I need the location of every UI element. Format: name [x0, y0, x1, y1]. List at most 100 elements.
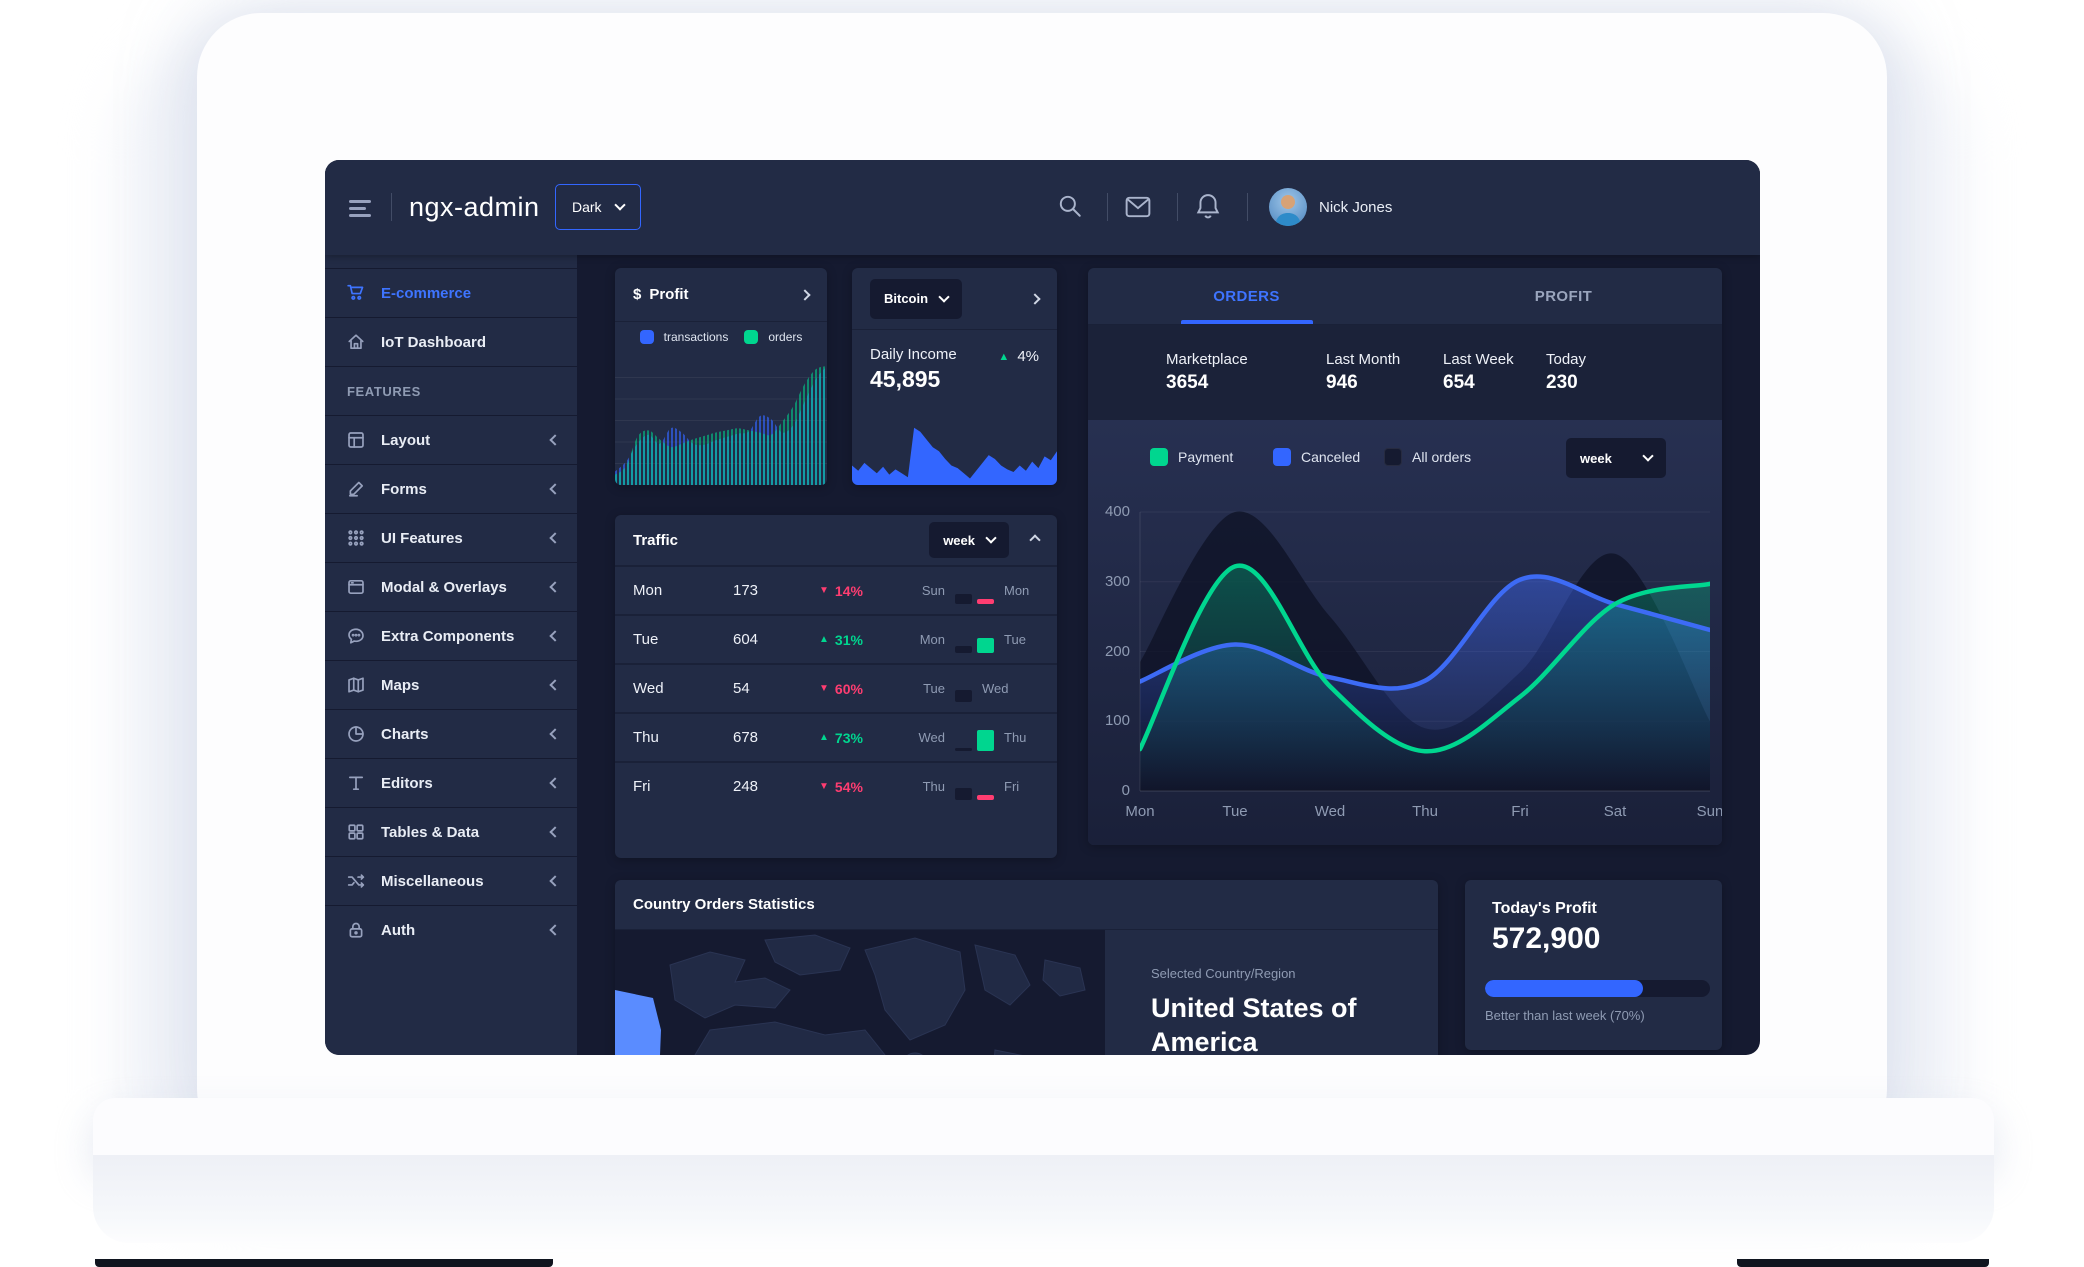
traffic-compare-bars: [955, 725, 994, 751]
traffic-row[interactable]: Mon 173 ▼ 14% Sun Mon: [615, 565, 1057, 614]
orders-chart: [1139, 511, 1710, 792]
collapse-icon[interactable]: [1029, 534, 1041, 546]
traffic-day: Wed: [633, 680, 664, 697]
traffic-period-select[interactable]: week: [929, 522, 1009, 558]
dots-grid-icon: [348, 530, 364, 546]
arrow-down-icon: ▼: [819, 585, 829, 596]
sidebar-item-layout[interactable]: Layout: [325, 415, 577, 464]
sidebar-item-forms[interactable]: Forms: [325, 464, 577, 513]
legend-transactions[interactable]: transactions: [639, 330, 728, 344]
traffic-cur-label: Fri: [1004, 779, 1020, 794]
sidebar-item-ecommerce[interactable]: E-commerce: [325, 268, 577, 317]
screen: ngx-admin Dark: [325, 160, 1760, 1055]
traffic-day: Mon: [633, 582, 663, 599]
stat-value: 654: [1443, 372, 1475, 393]
traffic-delta: ▲ 31%: [819, 631, 863, 648]
legend-chip-transactions: [639, 330, 654, 344]
pencil-icon: [348, 481, 364, 497]
grid-icon: [348, 824, 364, 840]
profit-card: $ Profit transactions orders: [615, 268, 827, 485]
selected-country-region: [615, 990, 661, 1055]
search-icon[interactable]: [1057, 193, 1083, 219]
theme-select[interactable]: Dark: [555, 184, 641, 230]
traffic-delta: ▼ 60%: [819, 680, 863, 697]
legend-payment[interactable]: Payment: [1150, 448, 1233, 466]
layout-icon: [348, 432, 364, 448]
sidebar-item-maps[interactable]: Maps: [325, 660, 577, 709]
sidebar-item-label: Extra Components: [381, 627, 515, 645]
menu-icon[interactable]: [349, 196, 371, 221]
profit-legend: transactions orders: [615, 330, 827, 344]
traffic-row[interactable]: Fri 248 ▼ 54% Thu Fri: [615, 761, 1057, 810]
delta-value: 4%: [1017, 348, 1039, 365]
chevron-left-icon: [549, 826, 561, 838]
y-tick: 300: [1104, 573, 1130, 590]
orders-period-select[interactable]: week: [1566, 438, 1666, 478]
traffic-value: 54: [733, 680, 750, 697]
traffic-cur-label: Tue: [1004, 632, 1026, 647]
world-map[interactable]: [615, 930, 1105, 1055]
legend-all-orders[interactable]: All orders: [1384, 448, 1471, 466]
stat-label: Marketplace: [1166, 351, 1248, 368]
sidebar-item-tables-data[interactable]: Tables & Data: [325, 807, 577, 856]
mail-icon[interactable]: [1125, 195, 1151, 219]
laptop-base-front: [93, 1155, 1994, 1243]
y-tick: 100: [1104, 712, 1130, 729]
traffic-row[interactable]: Tue 604 ▲ 31% Mon Tue: [615, 614, 1057, 663]
chevron-left-icon: [549, 875, 561, 887]
sidebar-item-editors[interactable]: Editors: [325, 758, 577, 807]
header-divider: [1107, 193, 1108, 221]
sidebar-item-miscellaneous[interactable]: Miscellaneous: [325, 856, 577, 905]
sidebar-item-label: UI Features: [381, 529, 463, 547]
traffic-compare-bars: [955, 578, 994, 604]
period-value: week: [943, 532, 975, 548]
bitcoin-card-header: Bitcoin: [852, 268, 1057, 330]
traffic-row[interactable]: Thu 678 ▲ 73% Wed Thu: [615, 712, 1057, 761]
traffic-row[interactable]: Wed 54 ▼ 60% Tue Wed: [615, 663, 1057, 712]
text-icon: [348, 776, 364, 791]
stat-label: Last Week: [1443, 351, 1514, 368]
legend-label: All orders: [1412, 449, 1472, 465]
bell-icon[interactable]: [1195, 193, 1221, 221]
sidebar-item-modal-overlays[interactable]: Modal & Overlays: [325, 562, 577, 611]
legend-label: Payment: [1178, 449, 1234, 465]
chevron-right-icon[interactable]: [1029, 292, 1041, 305]
bitcoin-mini-chart: [852, 427, 1057, 485]
chevron-left-icon: [549, 630, 561, 642]
laptop-foot-left: [95, 1259, 553, 1267]
x-tick: Thu: [1412, 803, 1438, 820]
legend-canceled[interactable]: Canceled: [1273, 448, 1360, 466]
sidebar-item-label: Tables & Data: [381, 823, 480, 841]
sidebar-item-auth[interactable]: Auth: [325, 905, 577, 954]
sidebar-item-extra-components[interactable]: Extra Components: [325, 611, 577, 660]
legend-chip-payment: [1150, 448, 1168, 466]
avatar[interactable]: [1269, 188, 1307, 226]
theme-select-value: Dark: [572, 199, 602, 215]
sidebar-item-charts[interactable]: Charts: [325, 709, 577, 758]
prev-bar: [955, 747, 972, 751]
tab-profit[interactable]: PROFIT: [1534, 287, 1593, 305]
orders-stats: Marketplace 3654 Last Month 946 Last Wee…: [1088, 325, 1722, 420]
user-name[interactable]: Nick Jones: [1319, 199, 1393, 216]
traffic-cur-label: Mon: [1004, 583, 1030, 598]
world-map-svg: [615, 934, 1086, 1055]
stat-value: 3654: [1166, 372, 1209, 393]
traffic-value: 678: [733, 729, 759, 746]
traffic-card: Traffic week Mon 173 ▼ 14% Sun Mon Tue 604 ▲ 31% M…: [615, 515, 1057, 858]
traffic-prev-label: Wed: [918, 730, 946, 745]
traffic-prev-label: Tue: [923, 681, 945, 696]
chat-bubble-icon: [348, 628, 364, 644]
currency-select[interactable]: Bitcoin: [870, 278, 963, 319]
header-divider: [1247, 193, 1248, 221]
legend-orders[interactable]: orders: [744, 330, 802, 344]
sidebar-item-ui-features[interactable]: UI Features: [325, 513, 577, 562]
chevron-left-icon: [549, 777, 561, 789]
chevron-left-icon: [549, 434, 561, 446]
prev-bar: [955, 689, 972, 702]
sidebar-item-iot-dashboard[interactable]: IoT Dashboard: [325, 317, 577, 366]
chevron-right-icon[interactable]: [799, 288, 811, 301]
tab-orders[interactable]: ORDERS: [1088, 268, 1405, 324]
bitcoin-card: Bitcoin Daily Income 45,895 ▲ 4%: [852, 268, 1057, 485]
sidebar-item-label: Forms: [381, 480, 427, 498]
traffic-compare-bars: [955, 676, 972, 702]
